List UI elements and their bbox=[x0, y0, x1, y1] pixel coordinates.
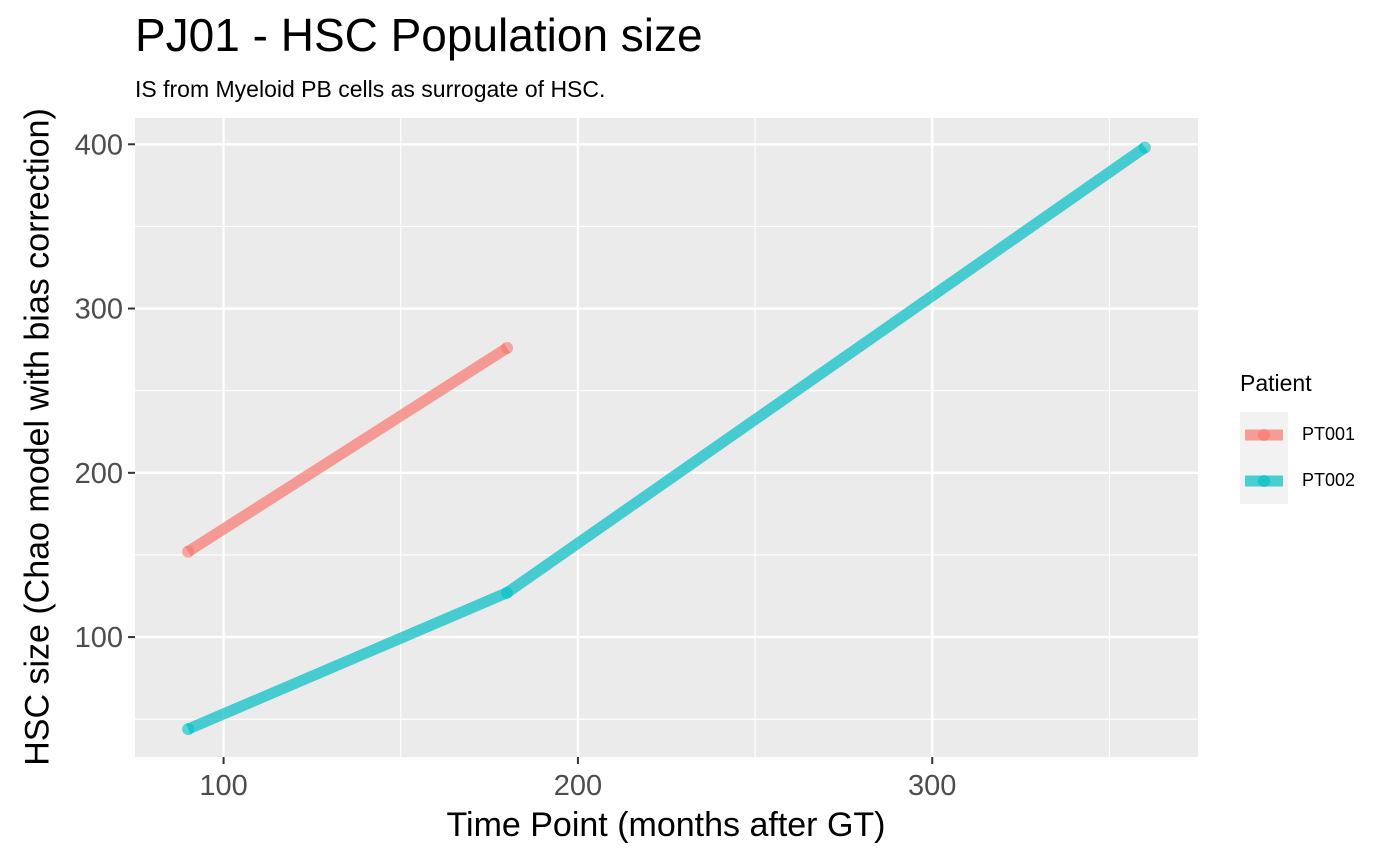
chart-title: PJ01 - HSC Population size bbox=[135, 9, 703, 61]
legend-key bbox=[1245, 475, 1283, 487]
x-tick-label: 200 bbox=[554, 770, 602, 802]
y-tick-label: 300 bbox=[75, 294, 123, 326]
x-axis-label: Time Point (months after GT) bbox=[446, 806, 886, 844]
y-tick-label: 200 bbox=[75, 458, 123, 490]
legend-key-point bbox=[1258, 429, 1270, 441]
data-point-pt001 bbox=[182, 545, 195, 558]
data-point-pt002 bbox=[1138, 141, 1151, 154]
data-point-pt002 bbox=[501, 586, 514, 599]
legend-item-pt001: PT001 bbox=[1240, 412, 1380, 458]
data-point-pt001 bbox=[501, 341, 514, 354]
panel-background bbox=[135, 118, 1198, 757]
x-tick-label: 300 bbox=[908, 770, 956, 802]
chart-subtitle: IS from Myeloid PB cells as surrogate of… bbox=[135, 76, 606, 102]
legend: Patient PT001 PT002 bbox=[1240, 370, 1355, 504]
legend-label: PT001 bbox=[1302, 424, 1356, 444]
legend-key bbox=[1245, 429, 1283, 441]
y-tick-label: 400 bbox=[75, 129, 123, 161]
series-line-pt001 bbox=[185, 343, 511, 557]
y-tick-label: 100 bbox=[75, 622, 123, 654]
legend-item-pt002: PT002 bbox=[1240, 458, 1380, 504]
legend-key-point bbox=[1258, 475, 1270, 487]
data-point-pt002 bbox=[182, 723, 195, 736]
x-tick-label: 100 bbox=[199, 770, 247, 802]
legend-key-background bbox=[1240, 412, 1288, 504]
legend-title: Patient bbox=[1240, 370, 1312, 396]
legend-label: PT002 bbox=[1302, 470, 1356, 490]
